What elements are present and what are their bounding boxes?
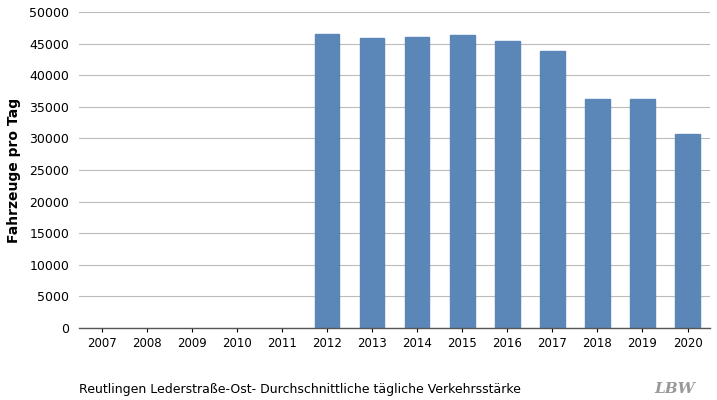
Bar <box>585 99 609 328</box>
Bar <box>404 37 429 328</box>
Bar <box>630 98 655 328</box>
Bar <box>450 35 475 328</box>
Text: Reutlingen Lederstraße-Ost- Durchschnittliche tägliche Verkehrsstärke: Reutlingen Lederstraße-Ost- Durchschnitt… <box>79 383 521 396</box>
Bar <box>675 134 700 328</box>
Bar <box>315 34 339 328</box>
Bar <box>540 51 565 328</box>
Text: LBW: LBW <box>655 382 695 396</box>
Bar <box>360 38 384 328</box>
Y-axis label: Fahrzeuge pro Tag: Fahrzeuge pro Tag <box>7 98 21 242</box>
Bar <box>495 41 520 328</box>
